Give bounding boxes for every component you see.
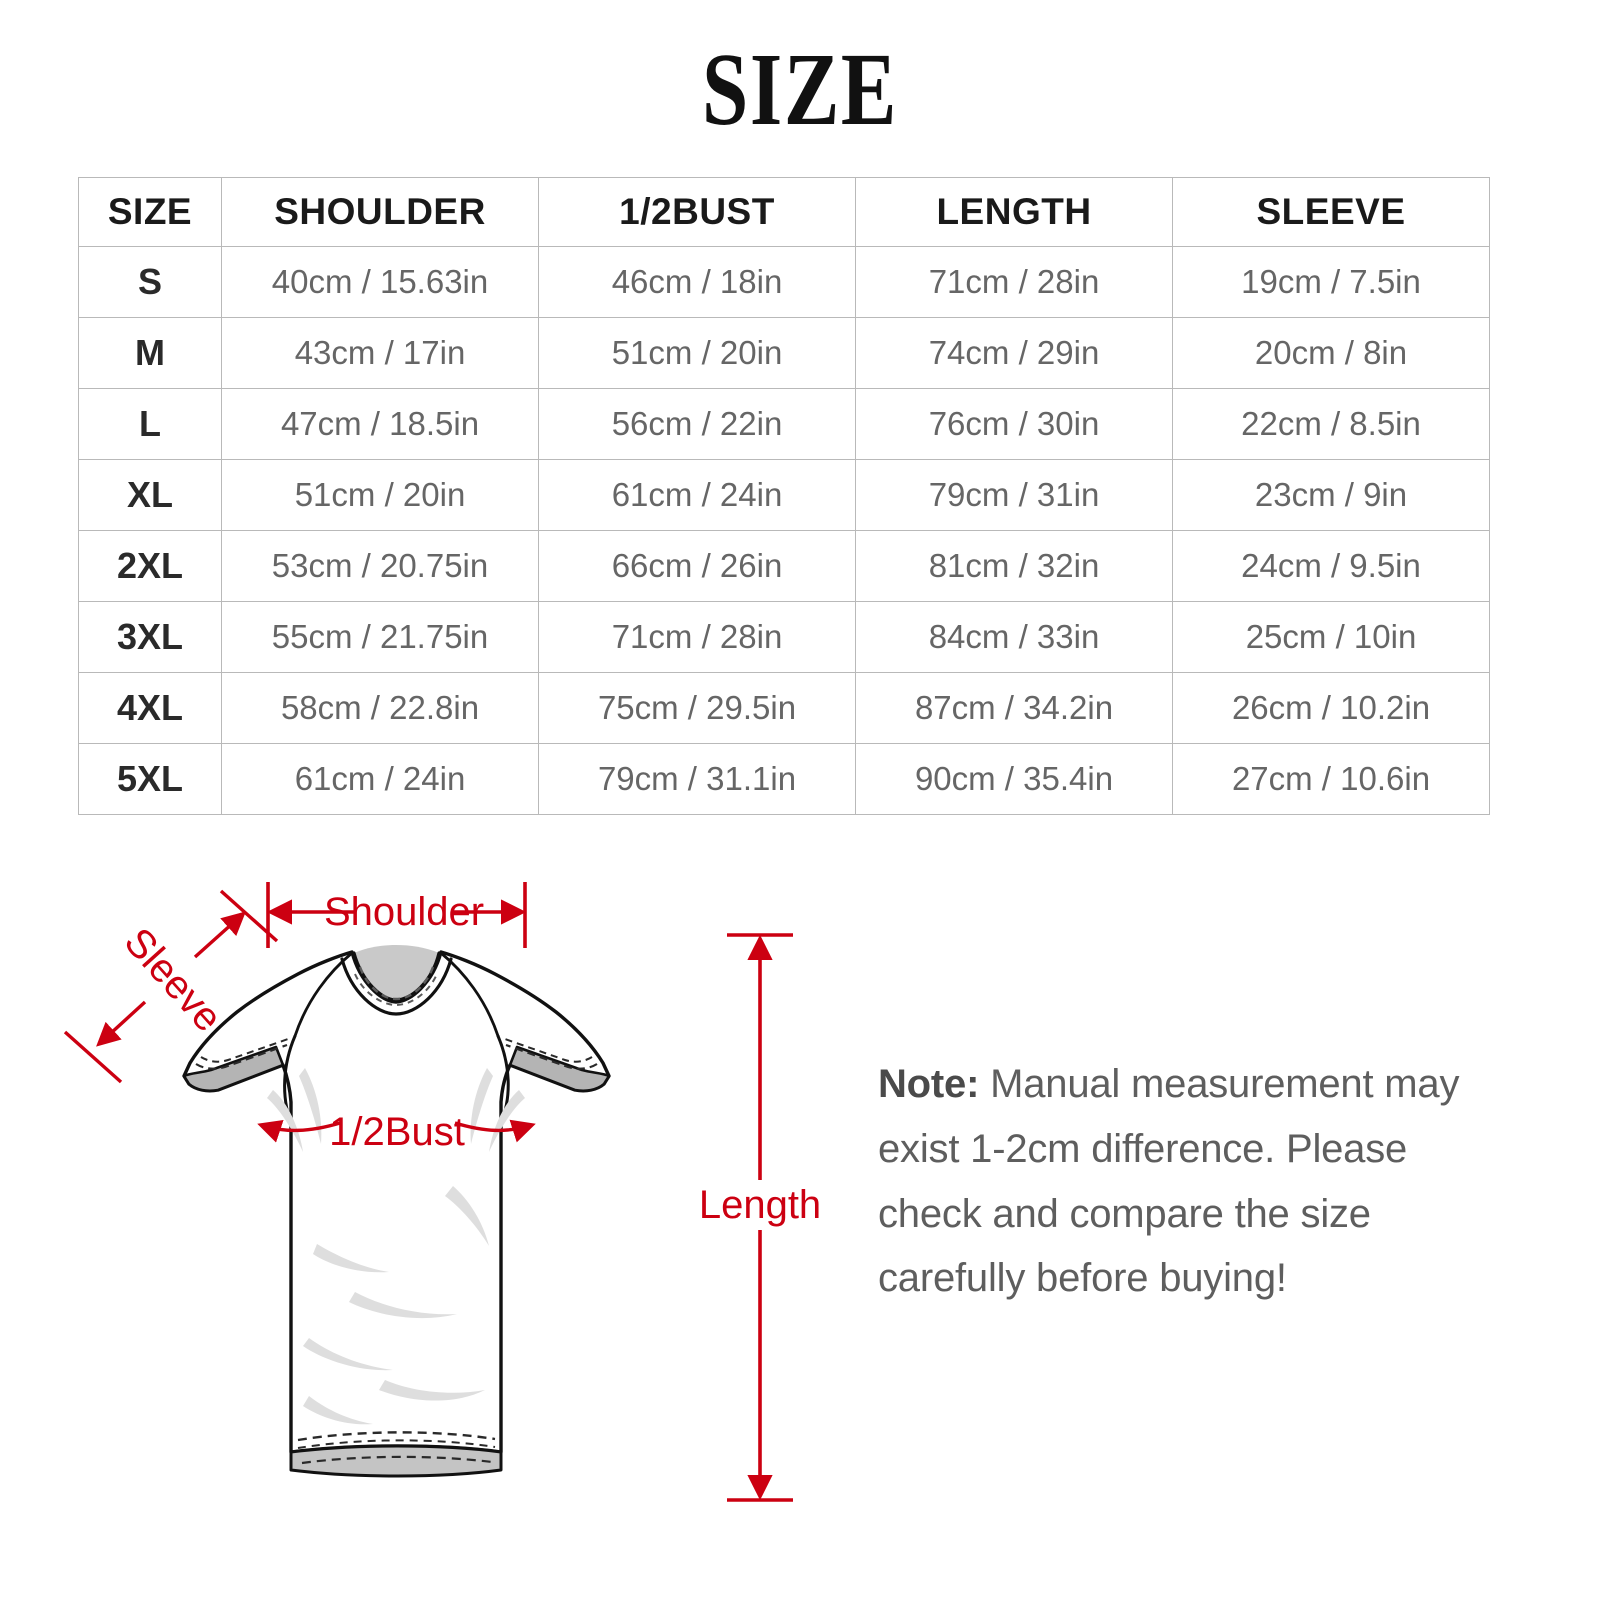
table-row: 5XL 61cm / 24in 79cm / 31.1in 90cm / 35.…	[78, 743, 1490, 815]
table-row: 2XL 53cm / 20.75in 66cm / 26in 81cm / 32…	[78, 530, 1490, 602]
bust-label: 1/2Bust	[329, 1110, 465, 1154]
measurement-diagram: Shoulder Sleeve 1/2Bust Length	[0, 840, 1600, 1600]
length-label: Length	[699, 1183, 821, 1227]
cell-sleeve: 20cm / 8in	[1172, 317, 1490, 389]
cell-length: 71cm / 28in	[855, 246, 1173, 318]
cell-size: 3XL	[78, 601, 222, 673]
sleeve-cuff-right-stitch	[505, 1043, 598, 1070]
shoulder-seam-left	[293, 951, 354, 1038]
cell-sleeve: 23cm / 9in	[1172, 459, 1490, 531]
cell-length: 84cm / 33in	[855, 601, 1173, 673]
sleeve-tick-lower	[63, 1030, 123, 1084]
cell-size: S	[78, 246, 222, 318]
cell-shoulder: 61cm / 24in	[221, 743, 539, 815]
sleeve-arrow-upper	[193, 911, 246, 959]
table-row: 4XL 58cm / 22.8in 75cm / 29.5in 87cm / 3…	[78, 672, 1490, 744]
bottom-hem-stitch	[297, 1439, 496, 1449]
sleeve-tick-upper	[219, 889, 279, 943]
cell-length: 81cm / 32in	[855, 530, 1173, 602]
cell-shoulder: 47cm / 18.5in	[221, 388, 539, 460]
cell-sleeve: 22cm / 8.5in	[1172, 388, 1490, 460]
collar-stitch-line	[358, 966, 435, 1001]
tshirt-diagram-svg: Shoulder Sleeve 1/2Bust Length	[63, 882, 821, 1502]
cell-bust: 51cm / 20in	[538, 317, 856, 389]
collar-band	[340, 957, 453, 1016]
cell-size: 4XL	[78, 672, 222, 744]
sleeve-label: Sleeve	[116, 920, 231, 1040]
shoulder-seam-right	[439, 951, 500, 1038]
fabric-folds	[267, 1068, 525, 1425]
cell-shoulder: 55cm / 21.75in	[221, 601, 539, 673]
cell-bust: 66cm / 26in	[538, 530, 856, 602]
table-row: M 43cm / 17in 51cm / 20in 74cm / 29in 20…	[78, 317, 1490, 389]
cell-sleeve: 25cm / 10in	[1172, 601, 1490, 673]
page-title: SIZE	[701, 32, 899, 147]
column-header-bust: 1/2BUST	[538, 177, 856, 247]
sleeve-cuff-left-stitch	[195, 1043, 288, 1070]
size-table-container: SIZE SHOULDER 1/2BUST LENGTH SLEEVE S 40…	[78, 177, 1490, 815]
cell-bust: 56cm / 22in	[538, 388, 856, 460]
tshirt-illustration	[182, 945, 611, 1478]
cell-size: 2XL	[78, 530, 222, 602]
bust-arrow-right-segment	[454, 1119, 536, 1143]
cell-shoulder: 51cm / 20in	[221, 459, 539, 531]
cell-sleeve: 26cm / 10.2in	[1172, 672, 1490, 744]
cell-shoulder: 53cm / 20.75in	[221, 530, 539, 602]
cell-sleeve: 19cm / 7.5in	[1172, 246, 1490, 318]
table-row: XL 51cm / 20in 61cm / 24in 79cm / 31in 2…	[78, 459, 1490, 531]
cell-length: 90cm / 35.4in	[855, 743, 1173, 815]
cell-length: 74cm / 29in	[855, 317, 1173, 389]
sleeve-cuff-left-stitch	[200, 1037, 292, 1063]
column-header-sleeve: SLEEVE	[1172, 177, 1490, 247]
cell-size: 5XL	[78, 743, 222, 815]
size-chart-table: SIZE SHOULDER 1/2BUST LENGTH SLEEVE S 40…	[78, 177, 1490, 815]
table-header-row: SIZE SHOULDER 1/2BUST LENGTH SLEEVE	[78, 177, 1490, 247]
bust-dimension: 1/2Bust	[257, 1110, 536, 1154]
note-label: Note:	[878, 1062, 980, 1106]
column-header-shoulder: SHOULDER	[221, 177, 539, 247]
cell-length: 87cm / 34.2in	[855, 672, 1173, 744]
bottom-hem-stitch	[297, 1431, 496, 1442]
shoulder-label: Shoulder	[324, 890, 484, 934]
cell-sleeve: 24cm / 9.5in	[1172, 530, 1490, 602]
column-header-length: LENGTH	[855, 177, 1173, 247]
cell-size: M	[78, 317, 222, 389]
cell-size: XL	[78, 459, 222, 531]
sleeve-cuff-right-shade	[508, 1045, 611, 1093]
sleeve-cuff-left-shade	[182, 1045, 285, 1093]
cell-bust: 75cm / 29.5in	[538, 672, 856, 744]
length-dimension: Length	[699, 933, 821, 1502]
table-row: L 47cm / 18.5in 56cm / 22in 76cm / 30in …	[78, 388, 1490, 460]
cell-sleeve: 27cm / 10.6in	[1172, 743, 1490, 815]
cell-shoulder: 43cm / 17in	[221, 317, 539, 389]
cell-bust: 61cm / 24in	[538, 459, 856, 531]
tshirt-body-outline	[182, 950, 611, 1454]
cell-shoulder: 40cm / 15.63in	[221, 246, 539, 318]
collar-inner-shade	[354, 945, 439, 1000]
cell-bust: 79cm / 31.1in	[538, 743, 856, 815]
shoulder-dimension: Shoulder	[266, 882, 527, 948]
bottom-hem-shade	[289, 1444, 503, 1478]
cell-bust: 46cm / 18in	[538, 246, 856, 318]
sleeve-arrow-lower	[96, 1000, 147, 1047]
sleeve-cuff-right-stitch	[501, 1037, 593, 1063]
cell-bust: 71cm / 28in	[538, 601, 856, 673]
table-row: 3XL 55cm / 21.75in 71cm / 28in 84cm / 33…	[78, 601, 1490, 673]
measurement-note: Note: Manual measurement may exist 1-2cm…	[878, 1052, 1518, 1311]
cell-shoulder: 58cm / 22.8in	[221, 672, 539, 744]
column-header-size: SIZE	[78, 177, 222, 247]
bust-arrow-left-segment	[257, 1119, 341, 1143]
table-row: S 40cm / 15.63in 46cm / 18in 71cm / 28in…	[78, 246, 1490, 318]
bottom-hem-stitch	[301, 1455, 493, 1465]
cell-length: 76cm / 30in	[855, 388, 1173, 460]
cell-length: 79cm / 31in	[855, 459, 1173, 531]
note-text: Manual measurement may exist 1-2cm diffe…	[878, 1062, 1460, 1301]
cell-size: L	[78, 388, 222, 460]
collar-stitch-line	[354, 973, 438, 1007]
